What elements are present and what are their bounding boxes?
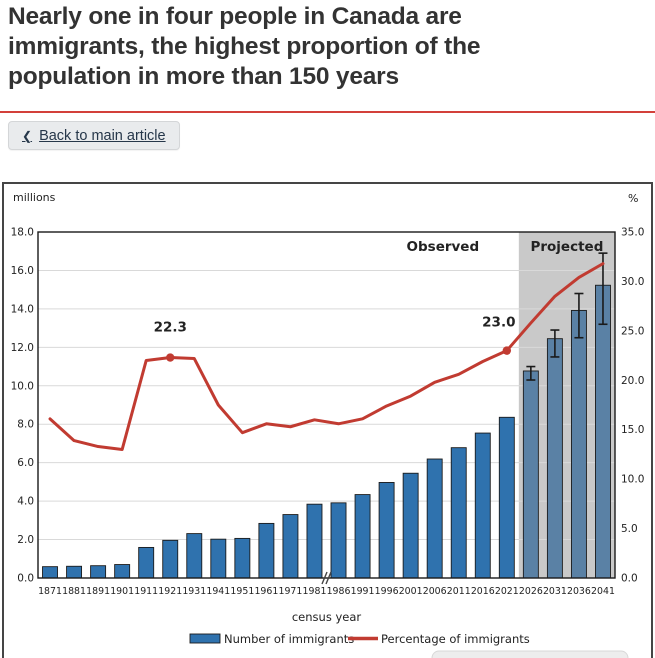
y-tick-right: 35.0: [621, 227, 644, 239]
x-tick-1911: 1911: [134, 586, 158, 597]
line-marker-2021: [502, 346, 512, 355]
x-tick-1981: 1981: [303, 586, 327, 597]
y-tick-right: 15.0: [621, 424, 644, 436]
bar-1986: [330, 502, 347, 579]
bar-1971: [282, 514, 299, 579]
x-tick-1941: 1941: [206, 586, 230, 597]
chevron-left-icon: ❮: [22, 129, 33, 143]
y-tick-left: 0.0: [17, 573, 34, 585]
y-tick-left: 6.0: [17, 457, 34, 469]
observed-label: Observed: [407, 239, 480, 255]
x-tick-1891: 1891: [86, 586, 110, 597]
x-tick-1971: 1971: [279, 586, 303, 597]
axis-break-mark: [325, 571, 332, 585]
legend-label-percentage-of-immigrants: Percentage of immigrants: [381, 632, 530, 646]
back-button-label: Back to main article: [39, 127, 166, 144]
legend-label-number-of-immigrants: Number of immigrants: [224, 632, 354, 646]
y-tick-right: 25.0: [621, 325, 644, 337]
y-tick-right: 20.0: [621, 375, 644, 387]
y-tick-left: 2.0: [17, 534, 34, 546]
x-tick-2001: 2001: [399, 586, 423, 597]
y-tick-left: 16.0: [11, 265, 34, 277]
bar-1901: [114, 564, 131, 579]
x-tick-2036: 2036: [567, 586, 591, 597]
bar-2036: [570, 309, 587, 579]
y-axis-right-title: %: [628, 192, 638, 205]
y-axis-left-title: millions: [13, 191, 56, 204]
annotation-2021: 23.0: [482, 315, 515, 331]
y-tick-right: 10.0: [621, 474, 644, 486]
bar-1911: [138, 546, 155, 579]
bar-1891: [90, 565, 107, 579]
bar-1881: [66, 565, 83, 579]
x-tick-1921: 1921: [158, 586, 182, 597]
y-tick-right: 5.0: [621, 523, 638, 535]
percentage-line: [48, 262, 605, 451]
x-tick-2026: 2026: [519, 586, 543, 597]
y-tick-right: 0.0: [621, 573, 638, 585]
x-tick-2021: 2021: [495, 586, 519, 597]
immigration-chart: millions % 0.0 2.0 4.0 6.0 8.0 10.0 12.0 14.0 16.0…: [11, 191, 644, 658]
page-title-line: Nearly one in four people in Canada are: [8, 3, 462, 30]
bar-1871: [42, 566, 58, 579]
y-tick-left: 18.0: [11, 227, 34, 239]
y-tick-left: 12.0: [11, 342, 34, 354]
annotation-1921: 22.3: [154, 320, 187, 336]
page-title: Nearly one in four people in Canada are i…: [8, 2, 583, 92]
bar-1996: [378, 482, 395, 579]
x-tick-2006: 2006: [423, 586, 447, 597]
page-title-line: immigrants, the highest proportion of th…: [8, 32, 481, 60]
x-tick-2041: 2041: [591, 586, 615, 597]
x-axis-title: census year: [292, 610, 362, 624]
x-tick-1881: 1881: [62, 586, 86, 597]
x-tick-1991: 1991: [351, 586, 375, 597]
line-marker-1921: [166, 353, 175, 362]
x-tick-1996: 1996: [375, 586, 399, 597]
error-bar-2026: [526, 365, 536, 381]
bar-2031: [546, 338, 563, 579]
x-tick-1931: 1931: [182, 586, 206, 597]
bar-2021: [498, 416, 515, 579]
x-tick-1961: 1961: [254, 586, 278, 597]
bar-1981: [306, 503, 323, 579]
bar-2041: [595, 284, 611, 579]
title-divider: [0, 111, 655, 113]
bar-2001: [402, 472, 419, 579]
chart-container: millions% 0.0 2.0 4.0 6.0 8.0 10.0 12.0 14.0 16.0…: [2, 182, 653, 658]
chart-toolbar[interactable]: [431, 650, 629, 658]
bar-1991: [354, 494, 371, 579]
bar-2006: [426, 458, 443, 579]
x-tick-2016: 2016: [471, 586, 495, 597]
bar-1921: [162, 539, 179, 579]
bar-2011: [450, 447, 467, 579]
bar-1951: [234, 537, 251, 579]
x-tick-1871: 1871: [38, 586, 62, 597]
error-bar-2031: [550, 329, 560, 358]
page-title-line: population in more than 150 years: [8, 62, 399, 90]
bar-1941: [210, 538, 227, 579]
y-tick-left: 4.0: [17, 496, 34, 508]
axis-break-mark: [321, 571, 328, 585]
back-button[interactable]: ❮ Back to main article: [8, 121, 180, 150]
x-tick-1901: 1901: [110, 586, 134, 597]
x-tick-1986: 1986: [327, 586, 351, 597]
legend-bar-swatch: [189, 633, 221, 644]
bar-1931: [186, 533, 203, 579]
y-tick-left: 14.0: [11, 303, 34, 315]
y-tick-left: 8.0: [17, 419, 34, 431]
x-tick-2011: 2011: [447, 586, 471, 597]
x-tick-1951: 1951: [230, 586, 254, 597]
bar-1961: [258, 522, 275, 579]
bar-2026: [522, 370, 539, 579]
projected-label: Projected: [530, 239, 603, 255]
x-tick-2031: 2031: [543, 586, 567, 597]
error-bar-2036: [574, 292, 584, 339]
bar-2016: [474, 432, 491, 579]
y-tick-left: 10.0: [11, 380, 34, 392]
y-tick-right: 30.0: [621, 276, 644, 288]
plot-border: [37, 231, 616, 579]
